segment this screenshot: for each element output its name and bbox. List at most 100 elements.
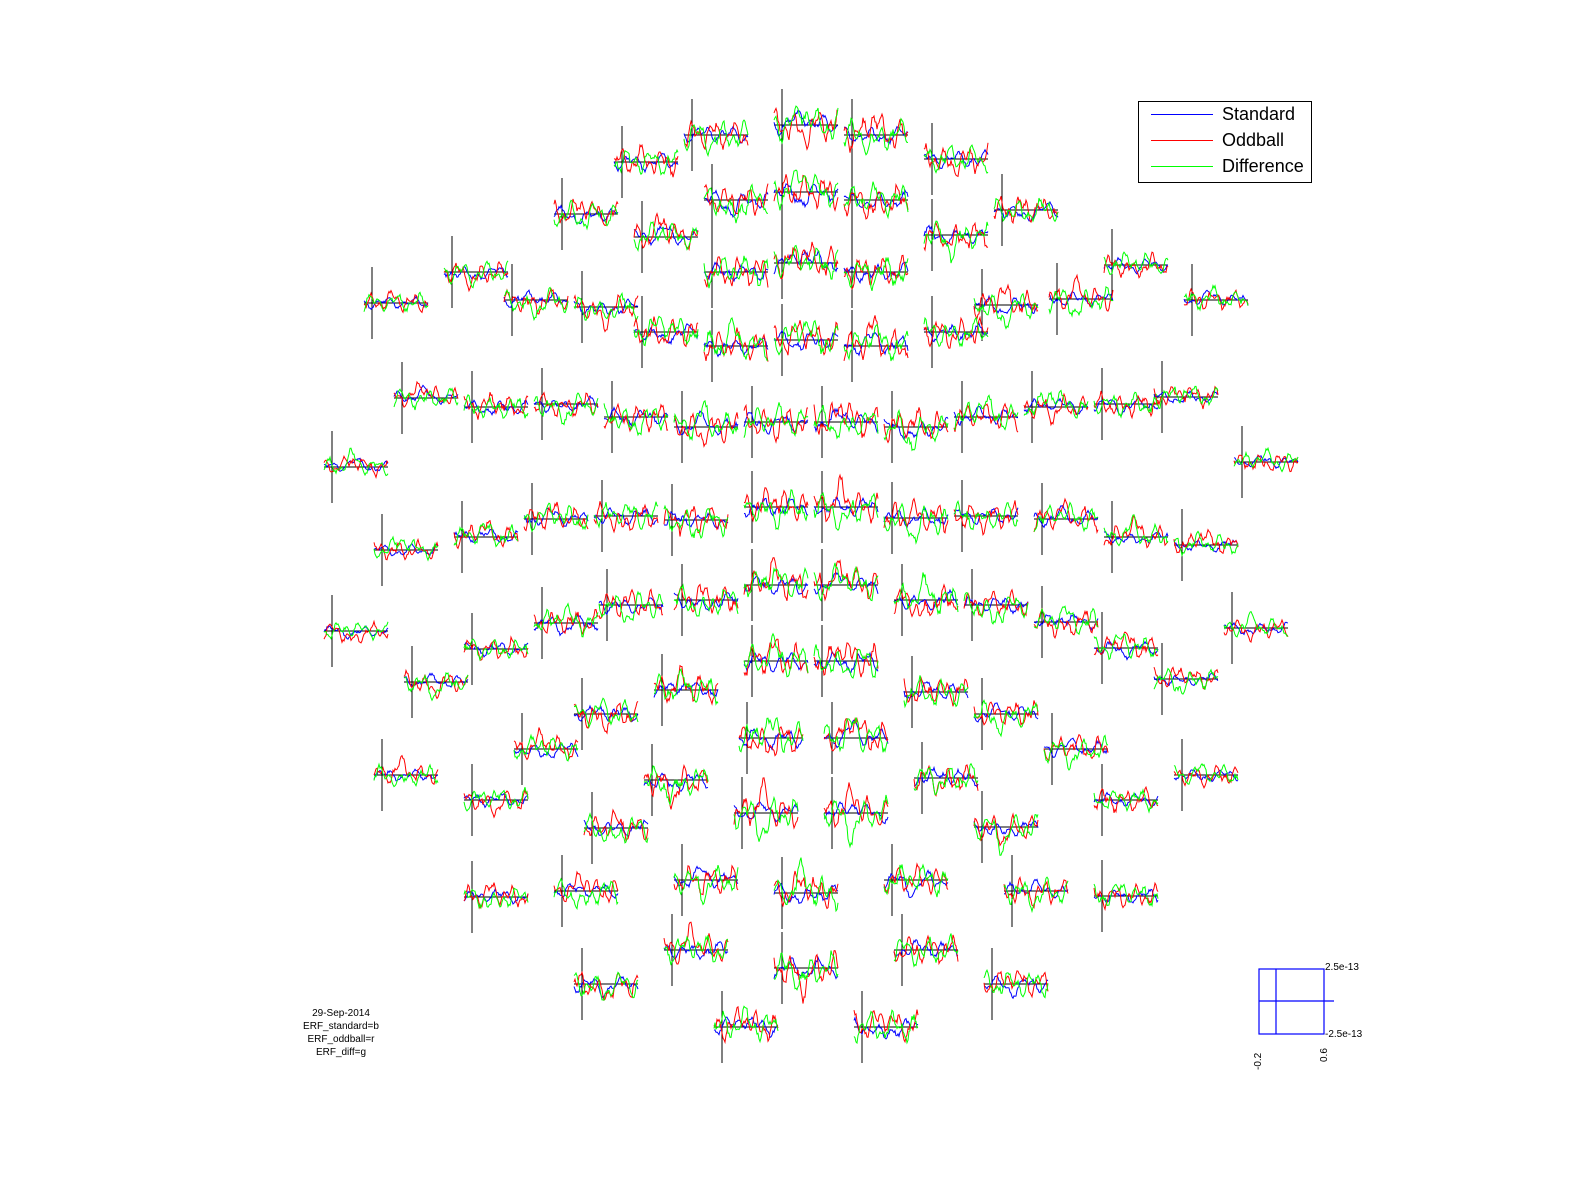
channel-18-difference-trace [363,291,429,313]
channel-88-oddball-trace [973,812,1039,847]
channel-93-oddball-trace [883,862,949,896]
channel-97-difference-trace [893,933,959,968]
channel-39-difference-trace [1093,391,1159,419]
channel-84-difference-trace [1173,763,1239,785]
channel-47-oddball-trace [663,506,729,537]
scale-plot [1258,968,1334,1035]
channel-40-oddball-trace [1153,385,1219,410]
channel-69-oddball-trace [653,664,719,706]
legend-label-oddball: Oddball [1222,130,1285,150]
legend-label-standard: Standard [1222,104,1296,124]
channel-11-standard-trace [923,224,989,246]
channel-82-difference-trace [913,762,979,796]
channel-27-oddball-trace [843,315,909,362]
channel-plot-53 [1104,501,1168,573]
info-date: 29-Sep-2014 [312,1008,370,1019]
channel-plot-76 [739,702,803,774]
channel-10-standard-trace [633,224,699,247]
channel-26-standard-trace [773,329,839,351]
channel-56-difference-trace [1223,610,1289,638]
channel-22-oddball-trace [1048,273,1114,312]
channel-89-difference-trace [463,887,529,910]
channel-38-difference-trace [1023,389,1089,419]
channel-56-standard-trace [1223,621,1289,636]
channel-1-difference-trace [683,119,749,158]
channel-74-difference-trace [1153,667,1219,695]
channel-96-standard-trace [663,941,729,961]
legend-line-standard [1151,114,1213,115]
channel-76-oddball-trace [738,726,804,757]
channel-plot-31 [534,368,598,440]
channel-45-standard-trace [523,507,589,527]
legend: Standard Oddball Difference [1138,101,1312,183]
channel-94-difference-trace [1003,876,1069,914]
channel-58-standard-trace [598,597,664,615]
channel-70-oddball-trace [743,638,809,677]
channel-28-difference-trace [923,316,989,348]
channel-29-difference-trace [393,387,459,411]
channel-33-difference-trace [673,400,739,442]
scale-ymax-label: 2.5e-13 [1325,962,1359,973]
channel-42-difference-trace [1233,446,1299,473]
channel-90-oddball-trace [553,870,619,904]
channel-81-oddball-trace [643,764,709,810]
channel-101-oddball-trace [713,1005,779,1045]
channel-16-difference-trace [443,260,509,289]
channel-plot-81 [644,744,708,816]
channel-48-oddball-trace [743,487,809,523]
channel-12-difference-trace [993,197,1059,223]
channel-1-oddball-trace [683,119,749,151]
channel-plot-58 [599,569,663,641]
channel-55-difference-trace [323,621,389,642]
channel-51-difference-trace [953,500,1019,531]
channel-57-oddball-trace [533,608,599,637]
channel-34-difference-trace [743,402,809,438]
channel-plot-91 [674,844,738,916]
channel-63-oddball-trace [963,588,1029,617]
channel-30-difference-trace [463,394,529,419]
channel-54-difference-trace [1173,530,1239,558]
channel-85-oddball-trace [583,808,649,843]
channel-4-difference-trace [613,148,679,176]
channel-43-difference-trace [373,535,439,562]
channel-23-standard-trace [1183,289,1249,306]
channel-49-difference-trace [813,491,879,532]
channel-71-difference-trace [813,644,879,679]
legend-item-standard: Standard [1139,102,1311,128]
channel-41-oddball-trace [323,454,389,479]
channel-31-difference-trace [533,392,599,426]
channel-97-oddball-trace [893,934,959,966]
channel-48-difference-trace [743,489,809,531]
channel-21-standard-trace [973,294,1039,315]
channel-8-oddball-trace [843,182,909,220]
channel-80-difference-trace [463,787,529,812]
channel-plot-77 [824,702,888,774]
info-text: 29-Sep-2014 ERF_standard=b ERF_oddball=r… [300,1007,382,1059]
channel-93-standard-trace [883,869,949,899]
channel-36-oddball-trace [883,407,949,444]
channel-2-difference-trace [773,105,839,145]
channel-59-difference-trace [673,583,739,617]
info-standard: ERF_standard=b [303,1021,379,1032]
channel-10-difference-trace [633,220,699,252]
channel-plot-93 [884,844,948,916]
legend-item-difference: Difference [1139,154,1311,180]
channel-67-oddball-trace [403,668,469,700]
channel-64-difference-trace [1033,605,1099,636]
channel-19-standard-trace [503,289,569,308]
channel-66-oddball-trace [1093,631,1159,659]
channel-83-oddball-trace [1093,785,1159,814]
channel-77-difference-trace [823,717,889,753]
channel-48-standard-trace [743,497,809,518]
channel-79-oddball-trace [373,754,439,785]
channel-53-difference-trace [1103,514,1169,547]
channel-plot-16 [444,236,508,308]
scale-xmin-label: -0.2 [1253,1052,1264,1070]
channel-23-difference-trace [1183,284,1249,312]
channel-87-difference-trace [823,794,889,849]
channel-3-standard-trace [843,125,909,146]
channel-plot-63 [964,569,1028,641]
channel-25-oddball-trace [703,327,769,362]
channel-plot-78 [1044,713,1108,785]
channel-plot-26 [774,304,838,376]
